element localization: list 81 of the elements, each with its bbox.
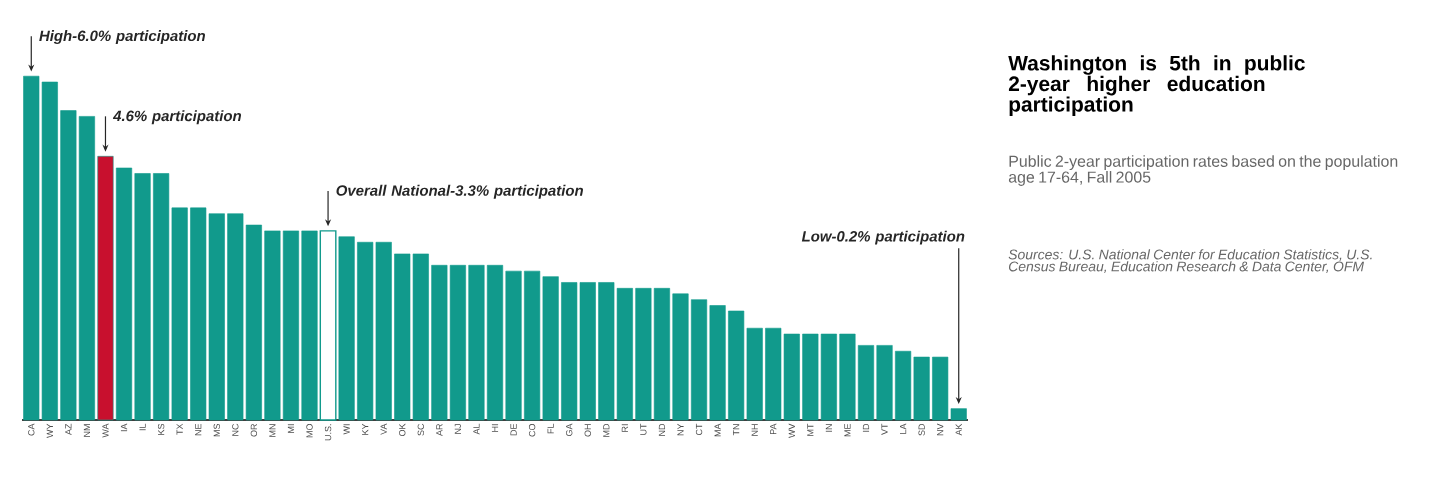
bar xyxy=(449,264,466,421)
x-tick-label: U.S. xyxy=(324,424,332,441)
bar xyxy=(505,270,522,421)
bar xyxy=(876,345,893,421)
x-tick-label: TN xyxy=(733,424,740,436)
bar xyxy=(282,230,300,421)
x-tick-label: TX xyxy=(176,423,183,435)
annotation: Overall National-3.3% participation xyxy=(336,184,584,199)
bar xyxy=(264,230,281,421)
x-tick-label: MS xyxy=(213,423,220,437)
bar xyxy=(97,156,114,421)
x-tick-label: RI xyxy=(621,424,628,432)
x-tick-label: MD xyxy=(603,423,610,437)
bar xyxy=(672,293,689,421)
x-tick-label: ME xyxy=(844,423,851,437)
bar xyxy=(709,305,726,421)
x-tick-label: AK xyxy=(955,423,962,436)
x-tick-label: LA xyxy=(900,423,907,434)
x-tick-label: IL xyxy=(139,423,146,431)
x-tick-label: HI xyxy=(491,424,499,432)
bar xyxy=(486,264,504,421)
bar xyxy=(134,173,151,421)
x-tick-label: OK xyxy=(399,423,406,437)
x-tick-label: OH xyxy=(584,424,591,437)
x-tick-label: MI xyxy=(287,424,295,433)
x-tick-label: NH xyxy=(751,424,758,436)
x-tick-label: MO xyxy=(306,423,313,438)
bar xyxy=(690,299,708,421)
x-tick-label: AZ xyxy=(65,423,72,435)
x-tick-label: WV xyxy=(788,423,795,438)
x-tick-label: OR xyxy=(250,423,258,437)
bar xyxy=(895,350,912,421)
x-tick-label: ID xyxy=(862,423,870,432)
x-tick-label: MN xyxy=(269,424,276,437)
bar xyxy=(60,110,77,421)
x-tick-label: NJ xyxy=(454,424,462,434)
source-note: Sources: U.S. National Center for Education Statistics, U.S. Census Bureau, Education Research & Data Center, OFM xyxy=(1008,249,1372,274)
x-tick-label: WY xyxy=(46,423,53,438)
text: Washington is 5th in public 2-year higher education participation xyxy=(1008,55,1305,116)
x-tick-label: UT xyxy=(640,423,647,435)
x-tick-label: DE xyxy=(510,423,517,436)
x-tick-label: PA xyxy=(770,423,777,435)
x-tick-label: NV xyxy=(937,423,944,436)
x-tick-label: GA xyxy=(566,423,573,437)
x-tick-label: IN xyxy=(825,424,832,432)
x-tick-label: MA xyxy=(714,423,721,437)
x-tick-label: KS xyxy=(157,423,165,435)
x-tick-label: IA xyxy=(120,423,128,432)
x-tick-label: NC xyxy=(232,423,239,436)
x-tick-label: VT xyxy=(881,423,888,435)
text: Public 2-year participation rates based on the population age 17-64, Fall 2005 xyxy=(1008,155,1398,186)
x-tick-label: CT xyxy=(695,423,703,436)
bar xyxy=(913,356,930,421)
bar xyxy=(635,288,652,421)
bar xyxy=(115,167,133,421)
x-tick-label: SD xyxy=(918,423,925,436)
x-tick-label: AR xyxy=(436,423,443,436)
x-tick-label: KY xyxy=(362,423,369,435)
bar xyxy=(468,264,485,421)
annotation: 4.6% participation xyxy=(112,110,242,125)
bar xyxy=(653,288,670,421)
x-tick-label: VA xyxy=(380,423,387,435)
bar xyxy=(839,333,856,421)
x-tick-label: MT xyxy=(807,423,814,436)
x-tick-label: NY xyxy=(677,423,684,436)
x-tick-label: FL xyxy=(547,423,554,434)
annotation: Low-0.2% participation xyxy=(801,230,965,245)
annotation: High-6.0% participation xyxy=(39,30,206,45)
x-tick-label: NE xyxy=(195,423,202,436)
x-tick-label: SC xyxy=(417,423,424,436)
x-tick-label: WA xyxy=(102,423,109,438)
x-tick-label: AL xyxy=(473,423,480,435)
bar xyxy=(301,230,318,421)
x-tick-label: ND xyxy=(658,423,666,436)
x-tick-label: CO xyxy=(528,423,536,437)
x-tick-label: WI xyxy=(343,424,350,435)
bar xyxy=(78,116,95,421)
bar xyxy=(857,345,875,421)
x-tick-label: NM xyxy=(83,424,91,437)
bar xyxy=(431,264,448,421)
x-tick-label: CA xyxy=(28,423,35,436)
